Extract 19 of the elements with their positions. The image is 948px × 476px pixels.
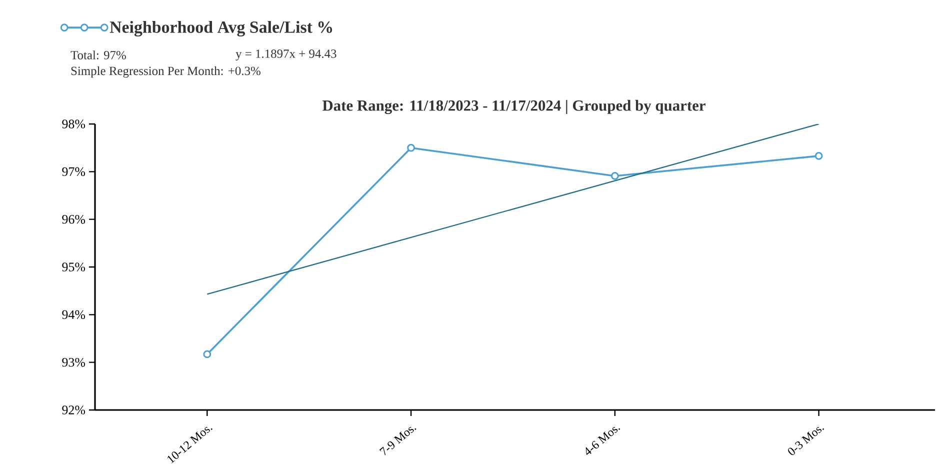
legend-label: Neighborhood Avg Sale/List %: [110, 20, 332, 36]
y-tick-label: 98%: [62, 120, 86, 128]
x-tick-label: 7-9 Mos.: [379, 426, 416, 456]
y-tick-label: 94%: [62, 310, 86, 320]
point: [814, 152, 823, 160]
x-tick-label: 0-3 Mos.: [788, 426, 824, 456]
text: Total: 97%: [70, 50, 126, 60]
point: [203, 350, 212, 358]
y-tick-label: 96%: [62, 214, 86, 224]
x-tick-label: 4-6 Mos.: [586, 426, 620, 455]
y-tick-label: 95%: [62, 262, 86, 272]
y-tick-label: 97%: [62, 167, 86, 176]
text: Simple Regression Per Month: +0.3%: [71, 66, 260, 78]
y-tick-label: 92%: [62, 406, 86, 414]
chart-title: Date Range: 11/18/2023 - 11/17/2024 | Grouped by quarter: [322, 100, 706, 114]
point: [407, 144, 415, 152]
text: y = 1.1897x + 94.43: [236, 50, 336, 60]
point: [610, 172, 619, 180]
y-tick-label: 93%: [62, 358, 86, 367]
